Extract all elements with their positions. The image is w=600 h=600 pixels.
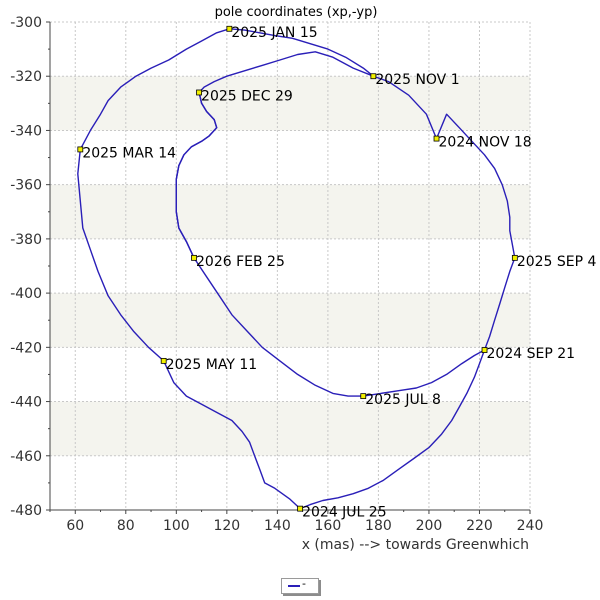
date-marker [360,393,367,400]
pole-path-line [163,360,301,510]
pole-path-line [193,257,485,397]
y-tick-label: -480 [10,503,42,519]
date-label: 2025 MAY 11 [166,357,257,373]
date-label: 2025 NOV 1 [375,72,459,88]
legend-entry: - [302,577,306,590]
date-marker [226,25,233,32]
x-tick-label: 200 [416,518,443,534]
date-label: 2024 NOV 18 [439,135,532,151]
y-tick-label: -440 [10,395,42,411]
date-label: 2024 SEP 21 [487,346,576,362]
date-marker [160,357,167,364]
date-label: 2025 JAN 15 [231,25,317,41]
y-tick-label: -380 [10,232,42,248]
date-marker [196,89,202,96]
axes: 60 80 100 120 140 160 180 200 220 240 -300 -320 -340… [10,15,543,534]
chart-title: pole coordinates (xp,-yp) [215,5,378,20]
legend-swatch [288,585,300,587]
date-label: 2025 MAR 14 [82,145,176,161]
x-tick-label: 100 [163,518,190,534]
date-label: 2025 JUL 8 [365,392,441,408]
x-tick-label: 180 [365,518,392,534]
date-label: 2024 JUL 25 [302,505,387,521]
date-marker [191,254,197,261]
date-label: 2025 DEC 29 [201,88,293,104]
background-band [50,184,530,239]
pole-path-line [79,28,230,150]
x-tick-label: 160 [315,518,342,534]
date-marker [511,254,518,261]
y-tick-label: -460 [10,449,42,465]
pole-path-line [77,149,165,362]
y-tick-label: -340 [10,123,42,139]
background-bands [50,76,530,456]
y-tick-label: -400 [10,286,42,302]
date-marker [77,146,84,153]
y-tick-label: -300 [10,15,42,31]
x-tick-label: 120 [213,518,240,534]
pole-path-line [175,92,218,259]
x-tick-label: 220 [466,518,493,534]
legend: - [281,577,319,594]
date-marker [481,347,488,353]
y-tick-label: -320 [10,69,42,85]
date-marker [297,505,304,512]
x-tick-label: 140 [264,518,291,534]
date-markers: 2024 JUL 25 2024 SEP 21 2024 NOV 18 2025 JA… [77,25,597,521]
date-label: 2026 FEB 25 [196,254,285,270]
date-marker [370,73,377,80]
x-axis-label: x (mas) --> towards Greenwhich [302,537,529,553]
background-band [50,293,530,348]
x-tick-label: 240 [517,518,544,534]
y-tick-label: -360 [10,178,42,194]
y-tick-label: -420 [10,340,42,356]
date-marker [433,135,440,142]
x-tick-label: 80 [117,518,135,534]
background-band [50,401,530,456]
pole-path-line [229,28,374,77]
x-tick-label: 60 [66,518,84,534]
background-band [50,76,530,131]
series-layer [77,28,516,510]
date-label: 2025 SEP 4 [517,254,597,270]
